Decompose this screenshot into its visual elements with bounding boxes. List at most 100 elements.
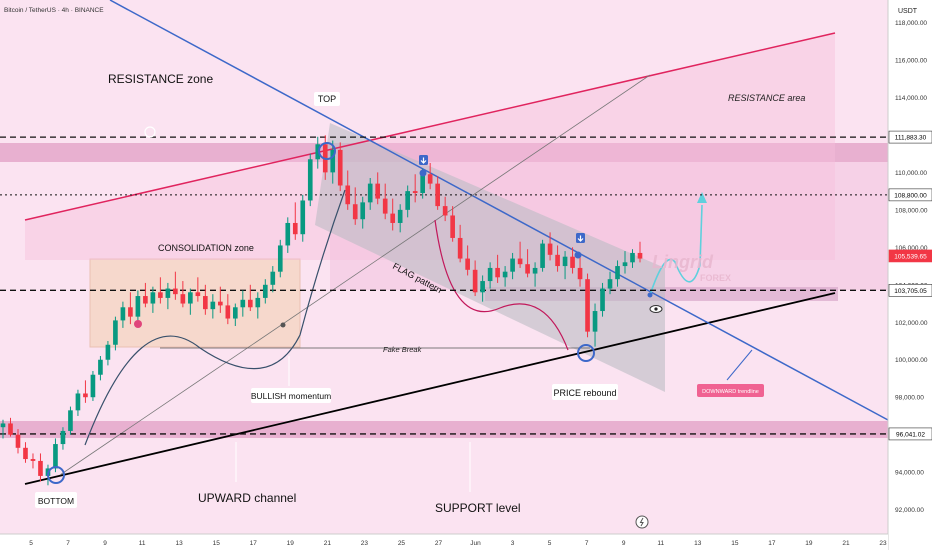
candle-body[interactable] (412, 191, 418, 193)
candle-body[interactable] (53, 444, 58, 469)
candle-body[interactable] (375, 183, 381, 199)
down-arrow-icon-1 (420, 157, 427, 164)
candle-body[interactable] (457, 237, 463, 259)
candle-body[interactable] (262, 284, 268, 298)
candle-body[interactable] (15, 434, 21, 448)
candle-body[interactable] (285, 222, 291, 246)
candle-body[interactable] (615, 266, 620, 280)
candle-body[interactable] (247, 299, 253, 308)
candle-body[interactable] (405, 191, 411, 210)
candle-body[interactable] (420, 174, 425, 193)
price-level-tag[interactable] (888, 130, 932, 144)
flash-bolt-icon (639, 517, 644, 527)
alert-icon[interactable] (144, 126, 156, 138)
candle-body[interactable] (585, 279, 590, 332)
candle-body[interactable] (622, 262, 628, 267)
candle-body[interactable] (337, 149, 343, 186)
candle-body[interactable] (30, 459, 36, 461)
bottom-marker[interactable] (47, 466, 65, 484)
candle-body[interactable] (150, 292, 156, 304)
top-marker[interactable] (318, 142, 336, 160)
candle-body[interactable] (450, 215, 455, 238)
candle-body[interactable] (502, 271, 508, 278)
candle-body[interactable] (180, 294, 186, 304)
candle-body[interactable] (465, 258, 470, 270)
candle-body[interactable] (307, 159, 313, 201)
candle-body[interactable] (173, 288, 178, 295)
time-axis[interactable] (0, 534, 888, 550)
candle-body[interactable] (330, 149, 336, 173)
candle-body[interactable] (397, 209, 403, 223)
candle-body[interactable] (188, 292, 193, 304)
candle-body[interactable] (300, 200, 306, 235)
candle-body[interactable] (390, 213, 396, 223)
candle-body[interactable] (113, 320, 118, 345)
candle-body[interactable] (427, 174, 433, 184)
candle-body[interactable] (135, 296, 141, 317)
candle-body[interactable] (232, 307, 238, 319)
candle-body[interactable] (570, 256, 575, 268)
price-level-tag[interactable] (888, 249, 932, 263)
price-level-tag[interactable] (888, 284, 932, 297)
candle-body[interactable] (607, 279, 613, 289)
candle-body[interactable] (38, 460, 43, 476)
price-tick-label: 98,000.00 (895, 395, 924, 402)
candle-body[interactable] (75, 393, 81, 411)
candle-body[interactable] (600, 288, 605, 312)
candle-body[interactable] (158, 292, 163, 298)
price-level-tag[interactable] (888, 427, 932, 441)
candle-body[interactable] (68, 410, 73, 431)
candle-body[interactable] (637, 252, 643, 259)
candle-body[interactable] (532, 267, 538, 274)
candle-body[interactable] (90, 374, 96, 398)
candle-body[interactable] (292, 222, 298, 235)
candle-body[interactable] (225, 305, 231, 319)
candle-body[interactable] (577, 267, 583, 280)
candle-body[interactable] (210, 301, 216, 310)
candle-body[interactable] (105, 344, 111, 360)
candle-body[interactable] (592, 311, 598, 332)
candle-body[interactable] (547, 243, 553, 255)
candle-body[interactable] (195, 292, 201, 297)
candle-body[interactable] (630, 252, 635, 263)
candle-body[interactable] (23, 447, 28, 460)
candle-body[interactable] (8, 423, 13, 435)
candle-body[interactable] (352, 204, 358, 220)
candle-body[interactable] (517, 258, 523, 265)
time-tick-label: 5 (29, 540, 33, 547)
candle-body[interactable] (255, 297, 261, 308)
candle-body[interactable] (120, 307, 126, 321)
candle-body[interactable] (480, 281, 485, 293)
candle-body[interactable] (128, 307, 133, 317)
price-level-tag[interactable] (888, 188, 932, 202)
candle-body[interactable] (83, 393, 88, 398)
candle-body[interactable] (510, 258, 515, 272)
candle-body[interactable] (143, 296, 148, 304)
candle-body[interactable] (270, 271, 276, 285)
candle-body[interactable] (218, 301, 223, 306)
candle-body[interactable] (203, 296, 208, 310)
candle-body[interactable] (382, 198, 388, 214)
candle-body[interactable] (555, 254, 560, 267)
candle-body[interactable] (442, 206, 448, 216)
candle-body[interactable] (240, 299, 246, 308)
candle-body[interactable] (0, 423, 6, 428)
candle-body[interactable] (435, 183, 440, 207)
candle-body[interactable] (367, 183, 373, 203)
candle-body[interactable] (60, 430, 66, 445)
candle-body[interactable] (525, 264, 530, 274)
candle-body[interactable] (540, 243, 545, 268)
price-rebound-marker[interactable] (577, 344, 595, 362)
candle-body[interactable] (98, 359, 103, 375)
candle-body[interactable] (165, 288, 171, 298)
price-axis[interactable] (888, 0, 932, 550)
candle-body[interactable] (360, 202, 366, 220)
candle-body[interactable] (277, 245, 283, 272)
candle-body[interactable] (345, 185, 351, 205)
candle-body[interactable] (487, 267, 493, 282)
candle-body[interactable] (472, 269, 478, 293)
candle-body[interactable] (562, 256, 568, 267)
candle-body[interactable] (495, 267, 500, 278)
candle-body[interactable] (315, 144, 321, 160)
